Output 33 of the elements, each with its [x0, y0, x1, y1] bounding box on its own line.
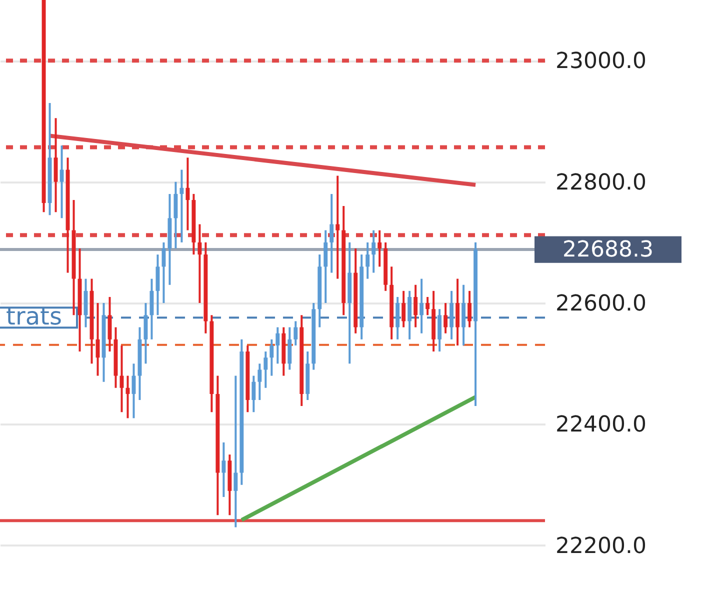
candlestick — [414, 284, 418, 328]
candlestick — [198, 223, 202, 304]
candlestick — [180, 168, 184, 244]
candlestick — [294, 320, 298, 346]
candlestick — [186, 156, 190, 232]
candlestick — [60, 144, 64, 220]
candlestick — [162, 241, 166, 304]
y-tick-label: 22400.0 — [556, 412, 646, 438]
candlestick — [336, 174, 340, 280]
candlestick — [222, 441, 226, 498]
y-tick-label: 23000.0 — [556, 49, 646, 74]
candlestick — [444, 302, 448, 334]
y-tick-label: 22800.0 — [556, 170, 646, 196]
candlestick — [330, 192, 334, 274]
candlestick — [270, 338, 274, 377]
candlestick — [126, 374, 130, 420]
candlestick — [372, 229, 376, 274]
candlestick — [468, 290, 472, 328]
candlestick — [132, 362, 136, 420]
candlestick — [426, 296, 430, 316]
ref-line-label: 22688.3 — [562, 238, 654, 263]
candlestick — [258, 362, 262, 401]
candlestick — [420, 278, 424, 334]
candlestick — [366, 241, 370, 280]
y-tick-label: 22600.0 — [556, 292, 646, 317]
candlestick — [276, 326, 280, 365]
candlestick — [378, 229, 382, 268]
ref-line-label: trats — [6, 302, 62, 331]
candlestick — [264, 350, 268, 389]
candlestick — [234, 374, 238, 528]
candlestick — [402, 290, 406, 328]
candlestick — [252, 374, 256, 414]
y-tick-label: 22200.0 — [556, 534, 646, 559]
